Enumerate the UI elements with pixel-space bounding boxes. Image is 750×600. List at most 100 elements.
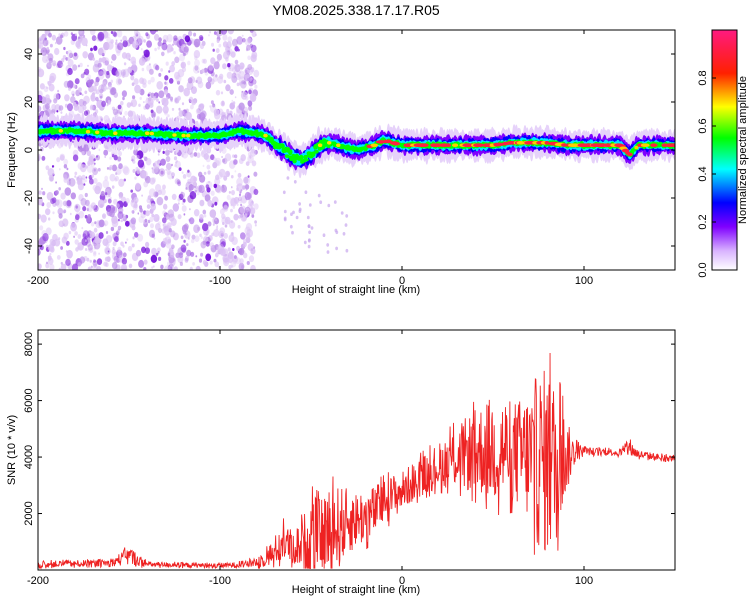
noise-blob	[317, 193, 321, 198]
noise-blob	[48, 217, 51, 221]
noise-blob	[187, 77, 193, 84]
noise-blob	[198, 35, 204, 41]
noise-blob	[215, 160, 220, 166]
noise-blob	[113, 154, 118, 161]
noise-blob	[186, 81, 194, 91]
noise-blob	[220, 30, 228, 35]
noise-blob	[84, 214, 88, 219]
noise-blob	[171, 244, 175, 249]
noise-blob	[208, 180, 211, 184]
noise-blob	[249, 155, 252, 159]
noise-blob	[167, 261, 171, 267]
noise-blob	[104, 188, 112, 198]
noise-blob	[189, 152, 194, 158]
noise-blob	[242, 37, 246, 43]
noise-blob	[157, 153, 160, 156]
noise-blob	[58, 187, 61, 191]
noise-blob	[242, 241, 247, 248]
noise-blob	[134, 231, 139, 238]
noise-blob	[130, 75, 135, 81]
spectrogram-y-label: Frequency (Hz)	[6, 112, 18, 188]
noise-blob	[248, 76, 253, 82]
noise-blob	[177, 181, 182, 187]
noise-blob	[224, 224, 228, 228]
noise-blob	[240, 195, 248, 204]
noise-blob	[74, 171, 78, 176]
noise-blob	[251, 214, 255, 218]
noise-blob	[254, 223, 257, 227]
noise-blob	[168, 78, 174, 84]
noise-blob	[125, 241, 127, 244]
noise-blob	[117, 42, 124, 51]
noise-blob	[157, 46, 160, 50]
noise-blob	[176, 160, 178, 163]
noise-blob	[177, 197, 181, 202]
noise-blob	[222, 63, 227, 70]
noise-blob	[97, 167, 101, 172]
noise-blob	[115, 77, 122, 86]
noise-blob	[63, 209, 67, 214]
noise-blob	[202, 260, 207, 265]
noise-blob	[241, 265, 244, 269]
noise-blob	[209, 78, 215, 85]
noise-blob	[68, 87, 71, 91]
noise-blob	[81, 37, 88, 46]
noise-blob	[38, 190, 42, 195]
noise-blob	[81, 93, 84, 96]
noise-blob	[150, 30, 157, 35]
noise-blob	[138, 57, 146, 66]
noise-blob	[196, 191, 200, 196]
hot-spot	[669, 143, 675, 147]
noise-blob	[60, 263, 67, 270]
noise-blob	[109, 156, 112, 160]
y-tick-label: 40	[23, 48, 35, 60]
noise-blob	[132, 95, 136, 100]
noise-blob	[234, 59, 239, 65]
noise-blob	[89, 259, 92, 263]
noise-blob	[190, 238, 195, 244]
noise-blob	[181, 205, 187, 212]
noise-blob	[82, 233, 87, 239]
noise-blob	[81, 226, 84, 230]
noise-blob	[131, 82, 135, 86]
noise-blob	[184, 232, 188, 236]
noise-blob	[335, 246, 338, 251]
hot-spot	[113, 131, 118, 135]
noise-blob	[67, 80, 74, 89]
noise-blob	[101, 56, 107, 64]
noise-blob	[72, 52, 79, 60]
colorbar-ticks: 0.00.20.40.60.8	[697, 70, 716, 278]
noise-blob	[185, 181, 193, 191]
noise-blob	[38, 198, 43, 206]
noise-blob	[60, 246, 63, 250]
noise-blob	[182, 174, 187, 179]
noise-blob	[245, 222, 253, 231]
noise-blob	[206, 164, 211, 170]
noise-blob	[130, 189, 133, 193]
noise-blob	[107, 99, 111, 104]
y-tick-label: 4000	[23, 445, 35, 469]
noise-blob	[137, 233, 144, 242]
noise-blob	[148, 91, 152, 96]
noise-blob	[213, 183, 217, 189]
noise-blob	[122, 35, 128, 42]
noise-blob	[188, 98, 191, 102]
noise-blob	[161, 97, 167, 104]
noise-blob	[94, 221, 97, 225]
noise-blob	[45, 103, 50, 110]
noise-blob	[247, 243, 254, 252]
noise-blob	[246, 207, 250, 212]
noise-blob	[104, 223, 107, 227]
noise-blob	[239, 205, 246, 214]
noise-blob	[230, 231, 234, 237]
noise-blob	[63, 158, 69, 165]
noise-blob	[197, 70, 200, 74]
noise-blob	[180, 62, 185, 68]
noise-blob	[90, 160, 96, 167]
noise-blob	[154, 33, 160, 41]
noise-blob	[185, 187, 188, 190]
noise-blob	[345, 248, 349, 253]
noise-blob	[146, 97, 148, 100]
noise-blob	[153, 214, 160, 222]
noise-blob	[152, 95, 157, 101]
